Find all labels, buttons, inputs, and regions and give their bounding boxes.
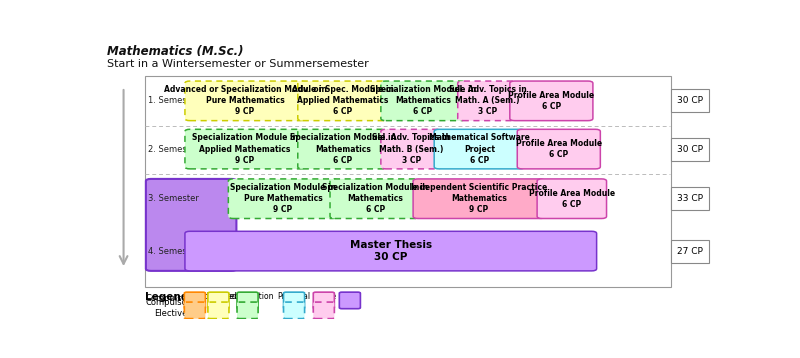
Text: Final: Final xyxy=(341,292,359,301)
Text: Basic: Basic xyxy=(185,292,205,301)
FancyBboxPatch shape xyxy=(185,81,306,121)
Text: Compulsory: Compulsory xyxy=(146,294,195,303)
FancyBboxPatch shape xyxy=(413,179,545,218)
FancyBboxPatch shape xyxy=(228,179,338,218)
Text: Sel. Adv. Topics in
Math. B (Sem.)
3 CP: Sel. Adv. Topics in Math. B (Sem.) 3 CP xyxy=(372,134,450,165)
FancyBboxPatch shape xyxy=(510,81,593,121)
Text: Start in a Wintersemester or Summersemester: Start in a Wintersemester or Summersemes… xyxy=(107,59,369,69)
FancyBboxPatch shape xyxy=(330,179,421,218)
Text: Advanced or Specialization Module in
Pure Mathematics
9 CP: Advanced or Specialization Module in Pur… xyxy=(163,85,326,116)
FancyBboxPatch shape xyxy=(283,302,305,319)
FancyBboxPatch shape xyxy=(381,129,442,169)
Text: 4. Semester: 4. Semester xyxy=(148,247,199,256)
FancyBboxPatch shape xyxy=(314,302,334,319)
Text: Profile Area Module
6 CP: Profile Area Module 6 CP xyxy=(516,139,602,159)
Text: 2. Semester: 2. Semester xyxy=(148,145,199,154)
Text: 3. Semester: 3. Semester xyxy=(148,194,199,203)
Text: Specialization Module in
Pure Mathematics
9 CP: Specialization Module in Pure Mathematic… xyxy=(230,183,336,214)
Text: Independent Scientific Practice
Mathematics
9 CP: Independent Scientific Practice Mathemat… xyxy=(410,183,547,214)
Text: 33 CP: 33 CP xyxy=(678,194,703,203)
Text: Advanced: Advanced xyxy=(199,292,238,301)
FancyBboxPatch shape xyxy=(671,240,710,263)
FancyBboxPatch shape xyxy=(537,179,606,218)
Text: Specialization Module in
Applied Mathematics
9 CP: Specialization Module in Applied Mathema… xyxy=(192,134,298,165)
FancyBboxPatch shape xyxy=(184,302,206,319)
FancyBboxPatch shape xyxy=(381,81,465,121)
Text: Practical: Practical xyxy=(278,292,310,301)
FancyBboxPatch shape xyxy=(298,81,388,121)
FancyBboxPatch shape xyxy=(237,292,258,309)
Text: Compulsory
Elective: Compulsory Elective xyxy=(146,299,195,318)
FancyBboxPatch shape xyxy=(208,292,229,309)
Text: Specialization Module in
Mathematics
6 CP: Specialization Module in Mathematics 6 C… xyxy=(290,134,396,165)
Text: Legend: Legend xyxy=(146,292,189,303)
Text: Mathematics (M.Sc.): Mathematics (M.Sc.) xyxy=(107,45,244,58)
FancyBboxPatch shape xyxy=(185,129,306,169)
FancyBboxPatch shape xyxy=(671,187,710,210)
FancyBboxPatch shape xyxy=(146,179,237,271)
Text: Mathematical Software
Project
6 CP: Mathematical Software Project 6 CP xyxy=(429,134,530,165)
FancyBboxPatch shape xyxy=(314,292,334,309)
Bar xyxy=(146,76,671,287)
Text: 30 CP: 30 CP xyxy=(678,145,703,154)
Text: Specialization Module in
Mathematics
6 CP: Specialization Module in Mathematics 6 C… xyxy=(322,183,428,214)
FancyBboxPatch shape xyxy=(283,292,305,309)
FancyBboxPatch shape xyxy=(339,292,361,309)
Text: Adv. or Spec. Module in
Applied Mathematics
6 CP: Adv. or Spec. Module in Applied Mathemat… xyxy=(292,85,394,116)
FancyBboxPatch shape xyxy=(237,302,258,319)
Text: Master Thesis
30 CP: Master Thesis 30 CP xyxy=(350,240,432,262)
FancyBboxPatch shape xyxy=(208,302,229,319)
FancyBboxPatch shape xyxy=(298,129,388,169)
FancyBboxPatch shape xyxy=(185,231,597,271)
Text: Specialization Module in
Mathematics
6 CP: Specialization Module in Mathematics 6 C… xyxy=(370,85,476,116)
Text: Specialisation: Specialisation xyxy=(221,292,274,301)
Text: 1. Semester: 1. Semester xyxy=(148,96,199,105)
Text: Profile Area Module
6 CP: Profile Area Module 6 CP xyxy=(529,189,615,209)
FancyBboxPatch shape xyxy=(671,89,710,112)
Text: Sel. Adv. Topics in
Math. A (Sem.)
3 CP: Sel. Adv. Topics in Math. A (Sem.) 3 CP xyxy=(449,85,526,116)
FancyBboxPatch shape xyxy=(434,129,525,169)
FancyBboxPatch shape xyxy=(184,292,206,309)
Text: Profile Area Module
6 CP: Profile Area Module 6 CP xyxy=(508,91,594,111)
FancyBboxPatch shape xyxy=(518,129,600,169)
Text: 27 CP: 27 CP xyxy=(678,247,703,256)
FancyBboxPatch shape xyxy=(671,137,710,161)
Text: Profile: Profile xyxy=(312,292,336,301)
Text: 30 CP: 30 CP xyxy=(678,96,703,105)
FancyBboxPatch shape xyxy=(458,81,518,121)
